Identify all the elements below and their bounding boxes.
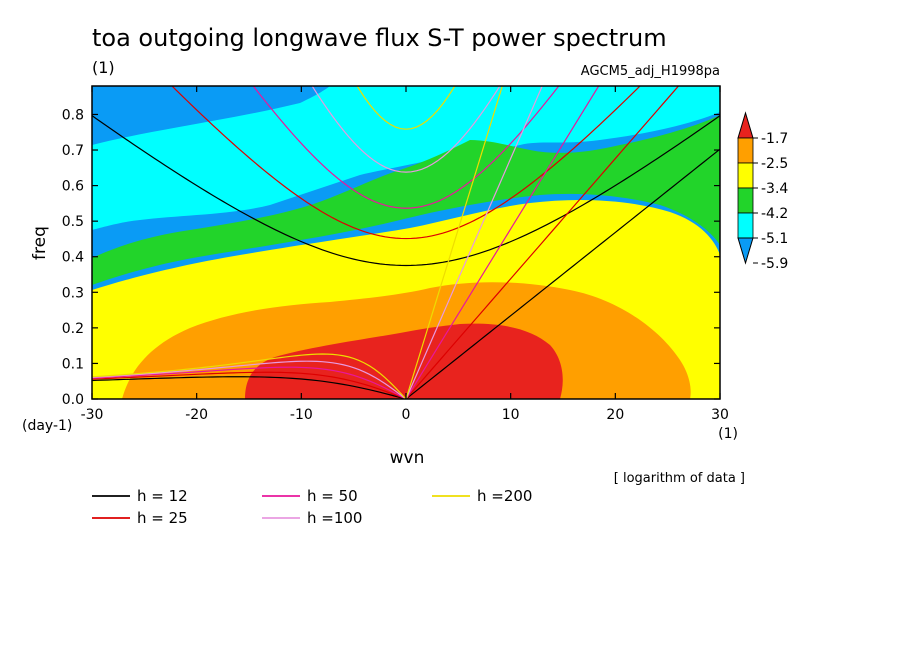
colorbar-label: -2.5	[761, 156, 788, 172]
gravity-curve	[171, 86, 641, 240]
colorbar-label: -4.2	[761, 206, 788, 222]
colorbar-label: -5.1	[761, 231, 788, 247]
y-tick-label: 0.3	[62, 285, 84, 301]
rossby-curve	[92, 360, 407, 399]
colorbar-label: -1.7	[761, 131, 788, 147]
y-tick-label: 0.2	[62, 321, 84, 337]
rossby-curve	[92, 366, 407, 399]
plot-area	[92, 86, 720, 399]
chart-title: toa outgoing longwave flux S-T power spe…	[92, 24, 667, 52]
colorbar-label: -3.4	[761, 181, 788, 197]
x-tick-label: -30	[81, 407, 104, 423]
kelvin-curve	[405, 86, 600, 399]
kelvin-curve	[405, 86, 680, 399]
x-tick-label: 10	[502, 407, 520, 423]
colorbar-segment	[737, 137, 754, 164]
y-tick-label: 0.4	[62, 250, 84, 266]
axes: -30 -20 -10 0 10 20 30 0.0 0.1 0.2 0.3 0.4 0.5 0.6 0.7…	[62, 86, 729, 423]
contour-region-yellow-inner	[92, 384, 122, 399]
gravity-curve	[356, 86, 456, 130]
legend-label: h = 50	[307, 487, 358, 505]
x-tick-label: -20	[185, 407, 208, 423]
x-unit-label: (1)	[718, 426, 738, 442]
y-tick-label: 0.5	[62, 214, 84, 230]
colorbar-segment	[737, 187, 754, 214]
legend-label: h = 12	[137, 487, 188, 505]
rossby-curve	[92, 376, 407, 399]
y-axis-label: freq	[30, 226, 50, 260]
x-tick-label: 20	[606, 407, 624, 423]
colorbar-segment	[737, 162, 754, 189]
contour-region-red	[245, 323, 563, 399]
y-tick-label: 0.1	[62, 356, 84, 372]
data-note: [ logarithm of data ]	[614, 471, 745, 486]
y-tick-label: 0.0	[62, 392, 84, 408]
kelvin-curve	[405, 148, 720, 399]
x-tick-label: -10	[290, 407, 313, 423]
gravity-curve	[311, 86, 501, 173]
colorbar-bottom-arrow	[737, 237, 754, 265]
y-tick-label: 0.6	[62, 179, 84, 195]
contour-region-cyan	[92, 86, 720, 230]
kelvin-curve	[405, 86, 543, 399]
x-tick-label: 30	[711, 407, 729, 423]
experiment-label: AGCM5_adj_H1998pa	[581, 64, 720, 79]
legend-label: h =200	[477, 487, 532, 505]
chart-subtitle-unit: (1)	[92, 58, 115, 77]
dispersion-curves	[92, 86, 720, 399]
x-tick-label: 0	[402, 407, 411, 423]
rossby-curve	[92, 353, 407, 399]
rossby-curve	[92, 371, 407, 399]
legend-label: h =100	[307, 509, 362, 527]
gravity-curve	[252, 86, 560, 209]
colorbar: -1.7 -2.5 -3.4 -4.2 -5.1 -5.9	[737, 111, 788, 272]
kelvin-curve	[405, 86, 503, 399]
colorbar-top-arrow	[737, 111, 754, 139]
x-axis-label: wvn	[390, 448, 425, 468]
legend-label: h = 25	[137, 509, 188, 527]
y-tick-label: 0.7	[62, 143, 84, 159]
gravity-curve	[92, 115, 720, 267]
y-unit-label: (day-1)	[22, 418, 72, 434]
colorbar-label: -5.9	[761, 256, 788, 272]
legend: h = 12 h = 25 h = 50 h =100 h =200	[92, 487, 532, 527]
colorbar-segment	[737, 212, 754, 239]
y-tick-label: 0.8	[62, 107, 84, 123]
